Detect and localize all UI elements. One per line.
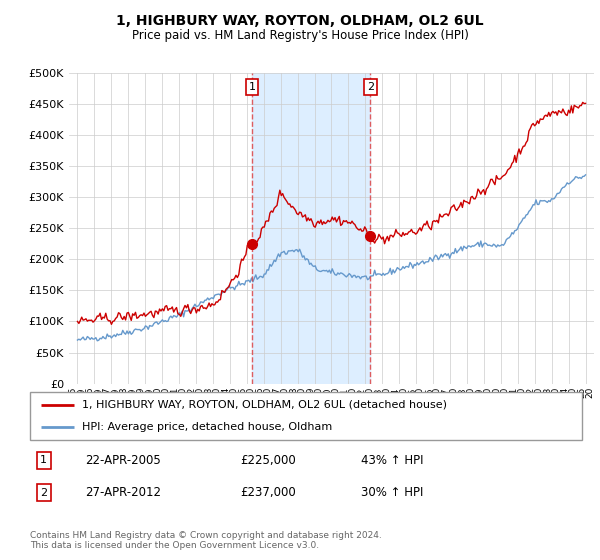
Text: 2: 2 (367, 82, 374, 92)
Text: £225,000: £225,000 (240, 454, 296, 467)
Text: 43% ↑ HPI: 43% ↑ HPI (361, 454, 424, 467)
Text: Price paid vs. HM Land Registry's House Price Index (HPI): Price paid vs. HM Land Registry's House … (131, 29, 469, 43)
Text: 30% ↑ HPI: 30% ↑ HPI (361, 486, 424, 500)
Text: 22-APR-2005: 22-APR-2005 (85, 454, 161, 467)
Text: HPI: Average price, detached house, Oldham: HPI: Average price, detached house, Oldh… (82, 422, 332, 432)
Text: 1: 1 (248, 82, 256, 92)
Text: 27-APR-2012: 27-APR-2012 (85, 486, 161, 500)
Text: 1, HIGHBURY WAY, ROYTON, OLDHAM, OL2 6UL: 1, HIGHBURY WAY, ROYTON, OLDHAM, OL2 6UL (116, 14, 484, 28)
FancyBboxPatch shape (30, 392, 582, 440)
Text: 1: 1 (40, 455, 47, 465)
Text: Contains HM Land Registry data © Crown copyright and database right 2024.
This d: Contains HM Land Registry data © Crown c… (30, 531, 382, 550)
Bar (252, 73, 370, 384)
Text: 2: 2 (40, 488, 47, 498)
Text: 1, HIGHBURY WAY, ROYTON, OLDHAM, OL2 6UL (detached house): 1, HIGHBURY WAY, ROYTON, OLDHAM, OL2 6UL… (82, 400, 448, 410)
Text: £237,000: £237,000 (240, 486, 296, 500)
